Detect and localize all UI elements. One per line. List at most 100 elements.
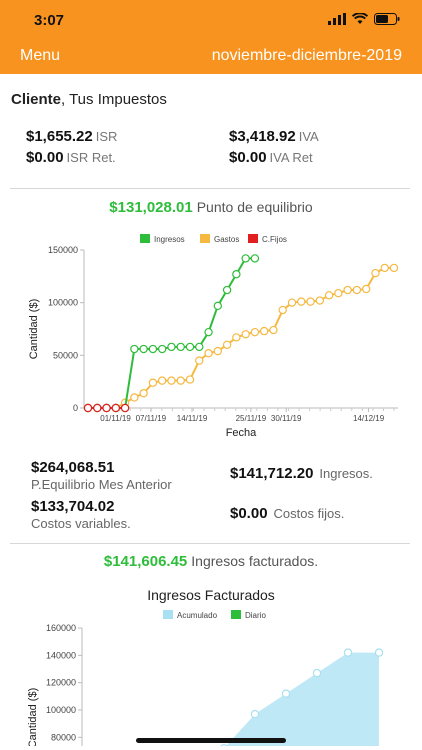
status-time: 3:07 — [34, 12, 65, 29]
legend-swatch — [248, 234, 258, 243]
data-point — [232, 270, 241, 279]
legend-swatch — [200, 234, 210, 243]
data-point — [281, 689, 291, 698]
legend-label: Acumulado — [177, 611, 218, 620]
invoiced-summary: $141,606.45 Ingresos facturados. — [0, 553, 422, 570]
y-tick-label: 100000 — [46, 705, 76, 715]
isr-item: $1,655.22 ISR — [26, 128, 117, 145]
data-point — [287, 298, 297, 307]
data-point — [139, 389, 148, 398]
data-point — [185, 342, 195, 352]
y-tick-label: 50000 — [53, 350, 78, 360]
legend-label: C.Fijos — [262, 235, 287, 244]
x-tick-label: 30/11/19 — [271, 414, 302, 423]
breakeven-label: Punto de equilibrio — [196, 199, 313, 215]
data-point — [259, 326, 269, 336]
isr-ret-item: $0.00 ISR Ret. — [26, 149, 116, 166]
home-indicator[interactable] — [136, 738, 286, 743]
legend-label: Gastos — [214, 235, 239, 244]
data-point — [130, 344, 139, 354]
data-point — [324, 291, 334, 300]
data-point — [120, 403, 130, 413]
data-point — [204, 327, 213, 337]
series-line-ingresos — [88, 257, 255, 409]
data-point — [222, 340, 232, 350]
data-point — [157, 376, 167, 385]
divider — [10, 543, 410, 544]
iva-ret-amount: $0.00 — [229, 149, 267, 166]
data-point — [139, 344, 148, 354]
iva-ret-item: $0.00 IVA Ret — [229, 149, 313, 166]
data-point — [297, 297, 306, 306]
data-point — [250, 327, 260, 337]
data-point — [102, 403, 111, 413]
data-point — [315, 296, 325, 305]
x-tick-label: 14/12/19 — [353, 414, 385, 423]
iva-ret-label: IVA Ret — [269, 150, 313, 165]
variable-costs-amount: $133,704.02 — [31, 498, 115, 515]
legend-swatch — [163, 610, 173, 619]
x-tick-label: 01/11/19 — [100, 414, 131, 423]
invoiced-chart: Acumulado Diario 80000 100000 120000 140000 16… — [27, 610, 384, 746]
data-point — [195, 356, 204, 365]
data-point — [334, 288, 343, 298]
data-point — [148, 344, 158, 354]
divider — [10, 188, 410, 189]
status-icons — [328, 13, 400, 25]
data-point — [241, 254, 250, 263]
income-stat: $141,712.20 Ingresos. — [230, 465, 373, 482]
breakeven-chart: Ingresos Gastos C.Fijos 0 50000 100000 150000 0… — [28, 234, 399, 439]
data-point — [380, 263, 389, 273]
data-point — [93, 403, 102, 413]
isr-ret-label: ISR Ret. — [66, 150, 116, 165]
menu-button[interactable]: Menu — [20, 47, 61, 64]
tax-summary: $1,655.22 ISR $3,418.92 IVA $0.00 ISR Ret. … — [26, 128, 406, 168]
isr-ret-amount: $0.00 — [26, 149, 64, 166]
breakeven-summary: $131,028.01 Punto de equilibrio — [0, 199, 422, 216]
data-point — [167, 376, 176, 385]
data-point — [222, 285, 232, 295]
data-point — [389, 263, 399, 273]
income-amount: $141,712.20 — [230, 465, 314, 482]
period-title: noviembre-diciembre-2019 — [211, 47, 402, 64]
y-tick-label: 120000 — [46, 678, 76, 688]
income-label: Ingresos. — [319, 466, 373, 481]
iva-item: $3,418.92 IVA — [229, 128, 319, 145]
y-tick-label: 160000 — [46, 623, 76, 633]
y-axis-label: Cantidad ($) — [27, 688, 39, 746]
data-point — [185, 375, 195, 384]
data-point — [167, 342, 176, 352]
legend-swatch — [231, 610, 241, 619]
y-tick-label: 150000 — [48, 245, 78, 255]
data-point — [213, 301, 223, 311]
variable-costs-label: Costos variables. — [31, 516, 131, 531]
data-point — [371, 268, 380, 278]
data-point — [361, 284, 371, 294]
data-point — [83, 403, 93, 413]
client-name: , Tus Impuestos — [61, 91, 167, 108]
data-point — [343, 648, 353, 657]
invoiced-label: Ingresos facturados. — [191, 553, 319, 569]
wifi-icon — [352, 13, 368, 24]
data-point — [312, 668, 322, 678]
data-point — [352, 285, 362, 295]
legend-label: Diario — [245, 611, 266, 620]
y-axis-label: Cantidad ($) — [28, 299, 40, 360]
x-tick-label: 07/11/19 — [136, 414, 167, 423]
data-point — [148, 378, 158, 387]
data-point — [250, 709, 260, 719]
data-point — [269, 325, 278, 335]
fixed-costs-amount: $0.00 — [230, 505, 268, 522]
x-tick-label: 25/11/19 — [236, 414, 267, 423]
x-axis-label: Fecha — [226, 427, 257, 439]
invoiced-chart-title: Ingresos Facturados — [147, 587, 275, 603]
client-header: Cliente, Tus Impuestos — [11, 91, 167, 108]
iva-label: IVA — [298, 129, 319, 144]
client-label: Cliente — [11, 91, 62, 108]
y-tick-label: 140000 — [46, 650, 76, 660]
data-point — [278, 305, 287, 315]
legend-swatch — [140, 234, 150, 243]
prev-month-stat: $264,068.51 P.Equilibrio Mes Anterior — [31, 459, 172, 492]
area-acumulado — [224, 652, 379, 746]
data-point — [232, 333, 241, 342]
